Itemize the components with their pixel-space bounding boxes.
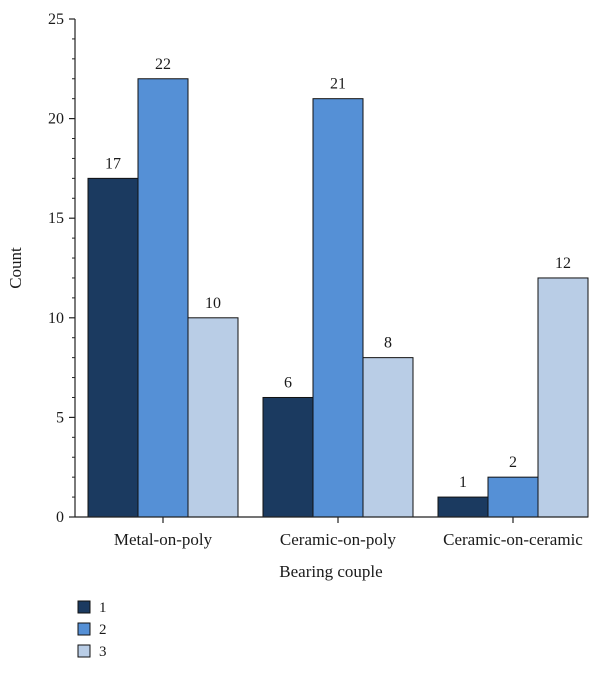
bar-1-series-2 xyxy=(137,78,189,518)
data-label: 21 xyxy=(330,76,346,93)
legend-swatch-1 xyxy=(77,600,91,614)
y-axis-title: Count xyxy=(6,247,25,289)
bar-2-series-1 xyxy=(262,396,314,518)
y-tick-label: 10 xyxy=(48,310,64,327)
bar-1-series-3 xyxy=(187,317,239,518)
x-tick-label: Ceramic-on-ceramic xyxy=(443,530,583,549)
data-label: 6 xyxy=(284,374,292,391)
y-axis: 0 5 10 15 20 25 xyxy=(48,11,76,526)
y-tick-label: 5 xyxy=(56,409,64,426)
data-label: 1 xyxy=(459,474,467,491)
y-tick-label: 25 xyxy=(48,11,64,28)
bar-2-series-3 xyxy=(362,357,414,518)
bar-3-series-3 xyxy=(537,277,589,518)
x-tick-label: Ceramic-on-poly xyxy=(280,530,397,549)
data-label: 2 xyxy=(509,454,517,471)
data-label: 8 xyxy=(384,335,392,352)
legend-swatch-3 xyxy=(77,644,91,658)
x-axis: Metal-on-poly Ceramic-on-poly Ceramic-on-c… xyxy=(75,516,588,549)
legend-label: 1 xyxy=(99,600,107,616)
bar-3-series-2 xyxy=(487,476,539,518)
data-label: 12 xyxy=(555,255,571,272)
legend: 1 2 3 xyxy=(77,600,107,660)
x-tick-label: Metal-on-poly xyxy=(114,530,213,549)
bar-1-series-1 xyxy=(87,177,139,518)
legend-label: 2 xyxy=(99,622,107,638)
data-label: 17 xyxy=(105,155,121,172)
legend-label: 3 xyxy=(99,644,107,660)
y-tick-label: 0 xyxy=(56,509,64,526)
y-tick-label: 15 xyxy=(48,210,64,227)
x-axis-title: Bearing couple xyxy=(279,562,382,581)
legend-swatch-2 xyxy=(77,622,91,636)
data-label: 22 xyxy=(155,56,171,73)
y-tick-label: 20 xyxy=(48,111,64,128)
data-label: 10 xyxy=(205,295,221,312)
bar-3-series-1 xyxy=(437,496,489,518)
bar-2-series-2 xyxy=(312,98,364,518)
